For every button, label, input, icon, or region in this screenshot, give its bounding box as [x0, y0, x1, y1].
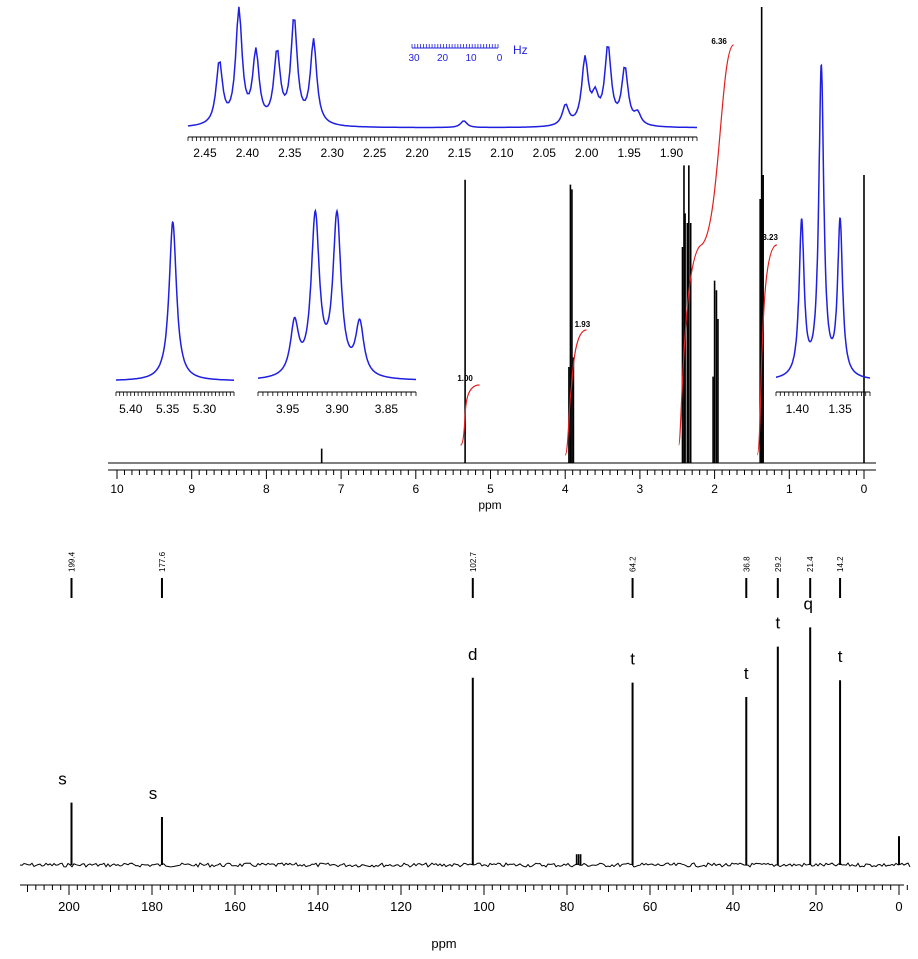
- hz-tick-label: 0: [497, 53, 503, 64]
- c13-tick-label: 120: [390, 899, 412, 914]
- h1-x-axis-label: ppm: [478, 498, 501, 512]
- inset-tick-label: 5.30: [193, 402, 217, 416]
- hz-unit-label: Hz: [513, 43, 528, 57]
- c13-tick-label: 0: [895, 899, 902, 914]
- inset-trace-och2: [258, 208, 416, 381]
- inset-tick-label: 2.10: [490, 146, 514, 160]
- inset-tick-label: 2.35: [278, 146, 302, 160]
- h1-integral-label: 3.23: [762, 233, 778, 242]
- inset-tick-label: 1.90: [660, 146, 684, 160]
- c13-multiplicity: q: [803, 594, 812, 613]
- c13-tick-label: 160: [224, 899, 246, 914]
- h1-integral-label: 1.00: [457, 374, 473, 383]
- c13-peak-label: 177.6: [158, 551, 167, 572]
- inset-tick-label: 5.35: [156, 402, 180, 416]
- h1-tick-label: 1: [786, 482, 793, 496]
- c13-tick-label: 180: [141, 899, 163, 914]
- h1-tick-label: 10: [110, 482, 124, 496]
- c13-tick-label: 200: [58, 899, 80, 914]
- h1-tick-label: 7: [338, 482, 345, 496]
- h1-integral-curve: [756, 244, 778, 456]
- h1-tick-label: 4: [562, 482, 569, 496]
- inset-tick-label: 5.40: [119, 402, 143, 416]
- c13-multiplicity: s: [58, 770, 67, 789]
- inset-tick-label: 2.40: [236, 146, 260, 160]
- h1-integral-label: 6.36: [711, 37, 727, 46]
- inset-tick-label: 2.45: [193, 146, 217, 160]
- c13-x-axis-label: ppm: [431, 936, 456, 951]
- inset-trace-ch3: [776, 63, 870, 379]
- c13-peak-label: 64.2: [629, 556, 638, 572]
- h1-spectrum: 10 9 8 7 6 5 4 3 2 1 01.001.936.363.23: [108, 7, 876, 496]
- h1-tick-label: 8: [263, 482, 270, 496]
- inset-tick-label: 1.95: [617, 146, 641, 160]
- h1-tick-label: 6: [412, 482, 419, 496]
- c13-baseline: [19, 862, 911, 868]
- c13-tick-label: 60: [643, 899, 657, 914]
- inset-tick-label: 2.15: [448, 146, 472, 160]
- c13-multiplicity: t: [838, 647, 843, 666]
- inset-tick-label: 1.40: [786, 402, 810, 416]
- inset-tick-label: 3.95: [276, 402, 300, 416]
- h1-tick-label: 3: [637, 482, 644, 496]
- c13-peak-label: 21.4: [806, 556, 815, 572]
- c13-multiplicity: d: [468, 645, 477, 664]
- h1-tick-label: 2: [711, 482, 718, 496]
- c13-tick-label: 20: [809, 899, 823, 914]
- inset-tick-label: 3.85: [375, 402, 399, 416]
- h1-tick-label: 9: [188, 482, 195, 496]
- hz-tick-label: 20: [437, 53, 449, 64]
- c13-tick-label: 100: [473, 899, 495, 914]
- inset-trace-ch: [116, 220, 234, 381]
- c13-peak-label: 199.4: [67, 551, 76, 572]
- h1-insets: 2.45 2.40 2.35 2.30 2.25 2.20 2.15 2.10 2.05 2.00…: [115, 6, 871, 416]
- hz-tick-label: 10: [465, 53, 477, 64]
- c13-tick-label: 40: [726, 899, 740, 914]
- inset-tick-label: 2.25: [363, 146, 387, 160]
- inset-tick-label: 2.30: [321, 146, 345, 160]
- h1-integral-curve: [564, 329, 587, 456]
- h1-tick-label: 5: [487, 482, 494, 496]
- inset-tick-label: 2.05: [533, 146, 557, 160]
- h1-integral-curve: [678, 44, 735, 446]
- c13-peak-label: 102.7: [469, 551, 478, 572]
- c13-multiplicity: t: [775, 614, 780, 633]
- c13-tick-label: 80: [560, 899, 574, 914]
- c13-multiplicity: t: [630, 650, 635, 669]
- inset-tick-label: 2.20: [405, 146, 429, 160]
- c13-peak-label: 36.8: [742, 556, 751, 572]
- c13-peak-label: 14.2: [836, 556, 845, 572]
- h1-tick-label: 0: [861, 482, 868, 496]
- hz-tick-label: 30: [408, 53, 420, 64]
- h1-integral-label: 1.93: [575, 320, 591, 329]
- c13-spectrum: 199.4 s 177.6 s 102.7 d 64.2 t 36.8 t 29.2 t 21.4 q 14…: [19, 551, 911, 914]
- h1-integral-curve: [460, 384, 480, 446]
- inset-tick-label: 3.90: [325, 402, 349, 416]
- inset-tick-label: 1.35: [828, 402, 852, 416]
- c13-multiplicity: t: [744, 664, 749, 683]
- inset-trace-ch2: [187, 6, 697, 129]
- c13-multiplicity: s: [149, 784, 158, 803]
- inset-tick-label: 2.00: [575, 146, 599, 160]
- c13-peak-label: 29.2: [774, 556, 783, 572]
- c13-tick-label: 140: [307, 899, 329, 914]
